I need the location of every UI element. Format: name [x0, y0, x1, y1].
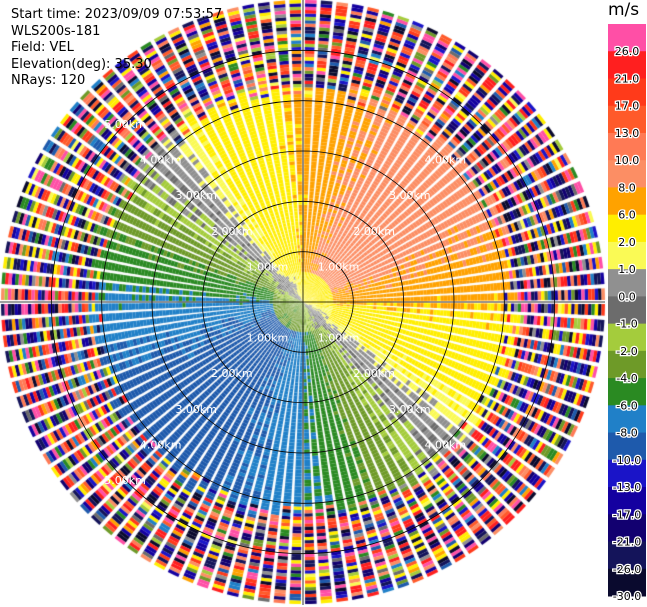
start-time-label: Start time: 2023/09/09 07:53:57 [11, 7, 223, 22]
colorbar-segment [608, 160, 646, 188]
colorbar-tick-label: 0.0 [618, 290, 636, 303]
colorbar-tick-label: 17.0 [615, 100, 640, 113]
colorbar-tick-label: 6.0 [618, 209, 636, 222]
colorbar: 26.0 21.0 17.0 13.0 10.0 8.0 6.0 2.0 1.0 0.0 -1.0 -… [608, 24, 646, 604]
colorbar-tick-label: 10.0 [615, 154, 640, 167]
colorbar-segment [608, 487, 646, 515]
range-ring-labels: 1.00km 1.00km 1.00km 1.00km 2.00km 2.00km 2.00… [104, 118, 466, 487]
colorbar-segment [608, 24, 646, 52]
colorbar-segment [608, 405, 646, 434]
colorbar-tick-label: -30.0 [613, 590, 641, 603]
range-ring-label: 3.00km [389, 403, 431, 416]
range-ring-label: 3.00km [175, 189, 217, 202]
range-ring-label: 1.00km [247, 332, 289, 345]
colorbar-segment [608, 214, 646, 243]
instrument-label: WLS200s-181 [11, 24, 101, 39]
colorbar-segment [608, 350, 646, 379]
colorbar-segment [608, 514, 646, 543]
range-ring-label: 1.00km [318, 260, 360, 273]
range-ring-label: 4.00km [425, 154, 467, 167]
range-ring-label: 4.00km [140, 154, 182, 167]
colorbar-segment [608, 132, 646, 161]
colorbar-tick-label: 21.0 [615, 72, 640, 85]
elevation-label: Elevation(deg): 35.30 [11, 57, 152, 72]
colorbar-tick-label: -6.0 [616, 399, 637, 412]
colorbar-segment [608, 241, 646, 270]
colorbar-tick-label: 1.0 [618, 263, 636, 276]
colorbar-tick-label: 26.0 [615, 45, 640, 58]
colorbar-segment [608, 269, 646, 297]
colorbar-segment [608, 105, 646, 134]
colorbar-segment [608, 568, 646, 597]
range-ring-label: 3.00km [175, 403, 217, 416]
colorbar-tick-label: -26.0 [613, 563, 641, 576]
range-rings [0, 0, 605, 605]
range-ring-label: 4.00km [425, 438, 467, 451]
colorbar-tick-label: 2.0 [618, 236, 636, 249]
colorbar-tick-label: 13.0 [615, 127, 640, 140]
colorbar-segment [608, 541, 646, 570]
colorbar-tick-label: -10.0 [613, 454, 641, 467]
colorbar-segment [608, 187, 646, 216]
nrays-label: NRays: 120 [11, 73, 86, 88]
colorbar-segment [608, 378, 646, 406]
colorbar-segment [608, 323, 646, 352]
range-ring-label: 5.00km [104, 118, 146, 131]
range-ring-label: 1.00km [318, 332, 360, 345]
colorbar-segment [608, 51, 646, 79]
colorbar-tick-label: -17.0 [613, 508, 641, 521]
colorbar-tick-label: -4.0 [616, 372, 637, 385]
colorbar-tick-label: -13.0 [613, 481, 641, 494]
field-label: Field: VEL [11, 40, 74, 55]
range-ring-label: 5.00km [104, 474, 146, 487]
range-ring-label: 1.00km [247, 260, 289, 273]
colorbar-tick-label: -21.0 [613, 536, 641, 549]
colorbar-tick-label: -1.0 [616, 318, 637, 331]
colorbar-unit: m/s [608, 0, 640, 20]
colorbar-tick-label: -8.0 [616, 427, 637, 440]
range-ring-label: 3.00km [389, 189, 431, 202]
colorbar-tick-label: 8.0 [618, 181, 636, 194]
colorbar-segment [608, 459, 646, 488]
range-ring-label: 2.00km [353, 225, 395, 238]
colorbar-tick-label: -2.0 [616, 345, 637, 358]
range-ring-label: 2.00km [211, 225, 253, 238]
colorbar-segment [608, 78, 646, 107]
range-ring-label: 4.00km [140, 438, 182, 451]
range-ring-label: 2.00km [211, 367, 253, 380]
colorbar-segment [608, 432, 646, 461]
range-ring-label: 2.00km [353, 367, 395, 380]
colorbar-segment [608, 296, 646, 325]
